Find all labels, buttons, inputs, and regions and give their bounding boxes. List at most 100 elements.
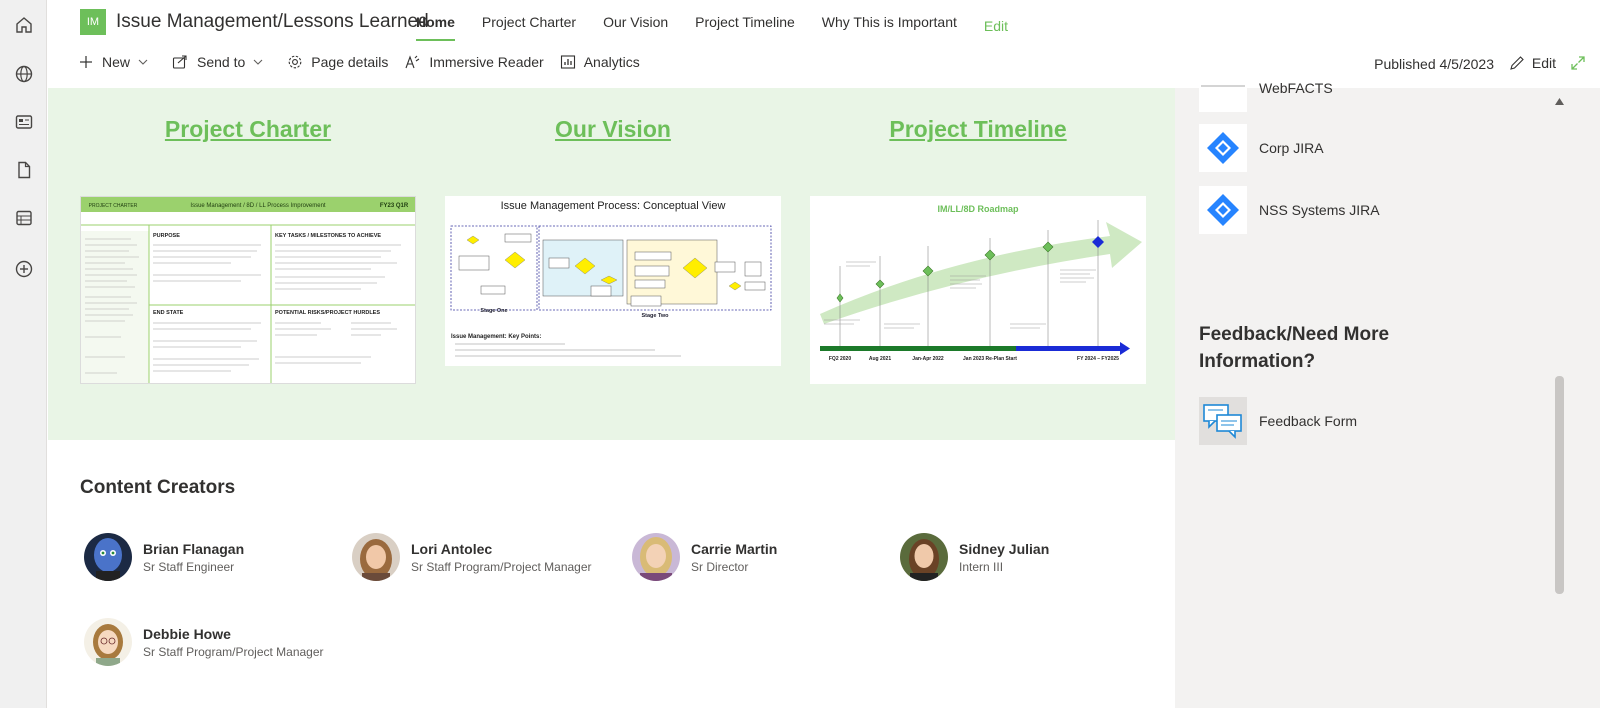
project-timeline-heading[interactable]: Project Timeline xyxy=(889,116,1067,142)
analytics-label: Analytics xyxy=(583,54,640,70)
expand-icon[interactable] xyxy=(1570,55,1586,76)
avatar xyxy=(900,533,948,581)
person-card[interactable]: Brian Flanagan Sr Staff Engineer xyxy=(84,533,244,581)
app-rail xyxy=(0,0,47,708)
timeline-milestone-5: FY 2024 – FY2025 xyxy=(1077,356,1119,362)
person-card[interactable]: Sidney Julian Intern III xyxy=(900,533,1049,581)
nav-project-timeline[interactable]: Project Timeline xyxy=(695,14,795,30)
project-charter-heading[interactable]: Project Charter xyxy=(164,116,332,142)
our-vision-heading[interactable]: Our Vision xyxy=(555,116,671,142)
immersive-reader-label: Immersive Reader xyxy=(429,54,544,70)
send-to-label: Send to xyxy=(197,54,246,70)
jira-icon xyxy=(1199,124,1247,172)
timeline-milestone-3: Jan-Apr 2022 xyxy=(912,356,944,362)
command-bar: New Send to Page details Immersive Reade… xyxy=(78,54,656,70)
nav-home[interactable]: Home xyxy=(416,14,455,41)
person-role: Sr Staff Program/Project Manager xyxy=(143,644,324,659)
person-role: Sr Staff Program/Project Manager xyxy=(411,559,592,574)
person-name[interactable]: Brian Flanagan xyxy=(143,540,245,557)
globe-icon[interactable] xyxy=(12,62,35,85)
scrollbar-thumb[interactable] xyxy=(1555,376,1564,594)
page-details-label: Page details xyxy=(311,54,389,70)
content-creators-title: Content Creators xyxy=(80,477,236,498)
feedback-title: Feedback/Need More Information? xyxy=(1199,324,1390,372)
right-sidebar: WebFACTS Corp JIRA NSS Systems JIRA Feed… xyxy=(1175,64,1550,708)
person-role: Sr Staff Engineer xyxy=(143,559,235,574)
person-card[interactable]: Carrie Martin Sr Director xyxy=(632,533,777,581)
analytics-icon xyxy=(560,55,575,69)
feedback-form-label: Feedback Form xyxy=(1259,413,1358,429)
file-icon[interactable] xyxy=(12,158,35,181)
person-name[interactable]: Carrie Martin xyxy=(691,540,778,557)
person-card[interactable]: Debbie Howe Sr Staff Program/Project Man… xyxy=(84,618,324,666)
timeline-milestone-1: FQ2 2020 xyxy=(829,356,851,362)
nav-edit-link[interactable]: Edit xyxy=(983,18,1009,34)
timeline-milestone-4: Jan 2023 Re-Plan Start xyxy=(963,356,1017,362)
send-to-button[interactable]: Send to xyxy=(172,54,271,70)
nav-our-vision[interactable]: Our Vision xyxy=(603,14,669,30)
our-vision-image[interactable]: Issue Management Process: Conceptual Vie… xyxy=(445,196,781,366)
list-icon[interactable] xyxy=(12,206,35,229)
vision-stage-two: Stage Two xyxy=(641,313,669,319)
quick-link-nss-jira[interactable]: NSS Systems JIRA xyxy=(1199,186,1380,234)
vision-stage-one: Stage One xyxy=(480,308,507,314)
home-icon[interactable] xyxy=(12,13,35,36)
charter-end-state: END STATE xyxy=(153,310,184,316)
new-label: New xyxy=(102,54,131,70)
sidebar-scrollbar[interactable] xyxy=(1550,88,1568,708)
quick-link-webfacts[interactable]: WebFACTS xyxy=(1199,64,1333,112)
quick-link-label: NSS Systems JIRA xyxy=(1259,202,1380,218)
charter-header-right: FY23 Q1R xyxy=(380,203,409,209)
site-logo[interactable]: IM xyxy=(80,9,106,35)
feedback-form-link[interactable]: Feedback Form xyxy=(1199,397,1357,445)
plus-icon xyxy=(80,56,92,68)
page-details-button[interactable]: Page details xyxy=(287,54,388,70)
person-name[interactable]: Sidney Julian xyxy=(959,540,1050,557)
charter-header-left: PROJECT CHARTER xyxy=(89,203,138,209)
nav-why-important[interactable]: Why This is Important xyxy=(821,14,957,30)
project-timeline-image[interactable]: IM/LL/8D Roadmap xyxy=(810,196,1146,384)
new-button[interactable]: New xyxy=(78,54,156,70)
avatar xyxy=(84,618,132,666)
immersive-reader-icon xyxy=(405,55,420,69)
vision-doc-title: Issue Management Process: Conceptual Vie… xyxy=(501,200,726,212)
person-role: Intern III xyxy=(959,559,1004,574)
project-timeline-column: Project Timeline xyxy=(810,88,1146,143)
our-vision-column: Our Vision xyxy=(445,88,781,143)
edit-button[interactable]: Edit xyxy=(1509,55,1556,71)
project-charter-image[interactable]: PROJECT CHARTER Issue Management / 8D / … xyxy=(80,196,416,384)
project-charter-column: Project Charter xyxy=(80,88,416,143)
news-icon[interactable] xyxy=(12,110,35,133)
analytics-button[interactable]: Analytics xyxy=(560,54,640,70)
gear-icon xyxy=(288,55,302,69)
charter-header-mid: Issue Management / 8D / LL Process Impro… xyxy=(190,203,326,209)
top-navigation: Home Project Charter Our Vision Project … xyxy=(416,14,1035,41)
charter-risks: POTENTIAL RISKS/PROJECT HURDLES xyxy=(275,310,380,316)
site-title[interactable]: Issue Management/Lessons Learned xyxy=(116,11,429,32)
avatar xyxy=(84,533,132,581)
immersive-reader-button[interactable]: Immersive Reader xyxy=(404,54,544,70)
chevron-down-icon xyxy=(253,59,263,65)
person-name[interactable]: Lori Antolec xyxy=(411,540,493,557)
timeline-doc-title: IM/LL/8D Roadmap xyxy=(937,204,1019,214)
add-circle-icon[interactable] xyxy=(12,257,35,280)
quick-link-label: Corp JIRA xyxy=(1259,140,1324,156)
timeline-milestone-2: Aug 2021 xyxy=(869,356,891,362)
person-card[interactable]: Lori Antolec Sr Staff Program/Project Ma… xyxy=(352,533,592,581)
page-margin xyxy=(1568,88,1600,708)
site-header: IM Issue Management/Lessons Learned Home… xyxy=(48,0,1600,88)
charter-purpose: PURPOSE xyxy=(153,233,180,239)
nav-project-charter[interactable]: Project Charter xyxy=(481,14,577,30)
person-name[interactable]: Debbie Howe xyxy=(143,625,231,642)
edit-label: Edit xyxy=(1531,55,1556,71)
chevron-down-icon xyxy=(138,59,148,65)
quick-link-label: WebFACTS xyxy=(1259,80,1333,96)
featured-section: Project Charter PROJECT CHARTER Issue Ma… xyxy=(48,88,1175,440)
scroll-up-arrow-icon[interactable] xyxy=(1555,92,1564,110)
webfacts-logo-icon xyxy=(1199,64,1247,112)
published-date: Published 4/5/2023 xyxy=(1374,56,1494,72)
main-content: Project Charter PROJECT CHARTER Issue Ma… xyxy=(48,88,1175,708)
vision-key-points: Issue Management: Key Points: xyxy=(451,334,541,340)
chat-bubbles-icon xyxy=(1199,397,1247,445)
quick-link-corp-jira[interactable]: Corp JIRA xyxy=(1199,124,1324,172)
